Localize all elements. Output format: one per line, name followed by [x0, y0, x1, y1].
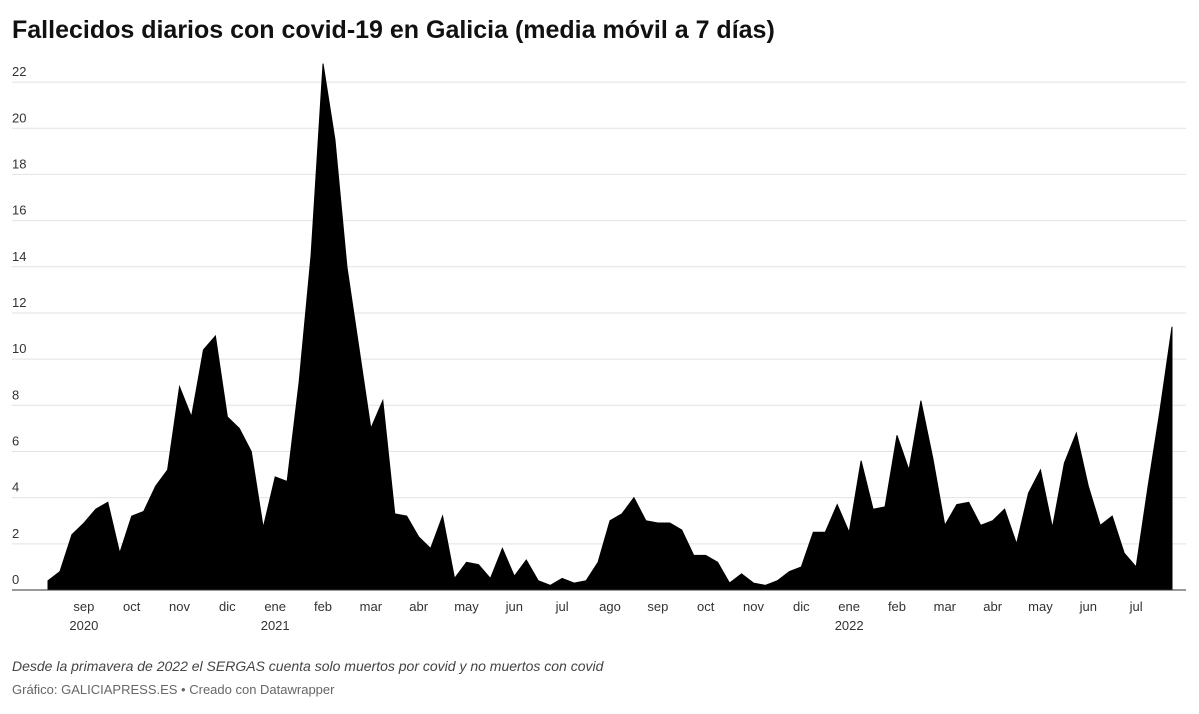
- x-tick-label: nov: [169, 599, 190, 614]
- x-tick-label: abr: [983, 599, 1002, 614]
- y-tick-label: 0: [12, 572, 19, 587]
- chart-note: Desde la primavera de 2022 el SERGAS cue…: [12, 658, 605, 674]
- x-tick-label: sep: [647, 599, 668, 614]
- x-tick-label: mar: [360, 599, 383, 614]
- x-tick-label: jul: [1129, 599, 1143, 614]
- x-tick-label: may: [454, 599, 479, 614]
- x-tick-label: oct: [123, 599, 141, 614]
- x-tick-label: oct: [697, 599, 715, 614]
- y-tick-label: 14: [12, 249, 26, 264]
- y-tick-label: 2: [12, 526, 19, 541]
- area: [47, 63, 1173, 591]
- x-tick-label: feb: [888, 599, 906, 614]
- y-tick-label: 16: [12, 203, 26, 218]
- x-tick-label: ago: [599, 599, 621, 614]
- x-tick-label: jun: [505, 599, 523, 614]
- x-tick-label: jun: [1079, 599, 1097, 614]
- y-tick-label: 20: [12, 110, 26, 125]
- chart-source: Gráfico: GALICIAPRESS.ES • Creado con Da…: [12, 682, 335, 697]
- x-tick-label: nov: [743, 599, 764, 614]
- x-tick-label: abr: [409, 599, 428, 614]
- x-tick-label: sep 2020: [69, 599, 98, 633]
- x-tick-label: feb: [314, 599, 332, 614]
- y-tick-label: 10: [12, 341, 26, 356]
- y-tick-label: 6: [12, 433, 19, 448]
- chart-title: Fallecidos diarios con covid-19 en Galic…: [12, 16, 775, 44]
- x-tick-label: jul: [555, 599, 569, 614]
- x-tick-label: ene 2022: [835, 599, 864, 633]
- y-tick-label: 8: [12, 387, 19, 402]
- y-tick-label: 18: [12, 156, 26, 171]
- x-tick-label: may: [1028, 599, 1053, 614]
- y-tick-label: 22: [12, 64, 26, 79]
- y-tick-label: 4: [12, 480, 19, 495]
- x-tick-label: ene 2021: [261, 599, 290, 633]
- x-tick-label: dic: [793, 599, 810, 614]
- x-tick-label: mar: [934, 599, 957, 614]
- y-tick-label: 12: [12, 295, 26, 310]
- x-tick-label: dic: [219, 599, 236, 614]
